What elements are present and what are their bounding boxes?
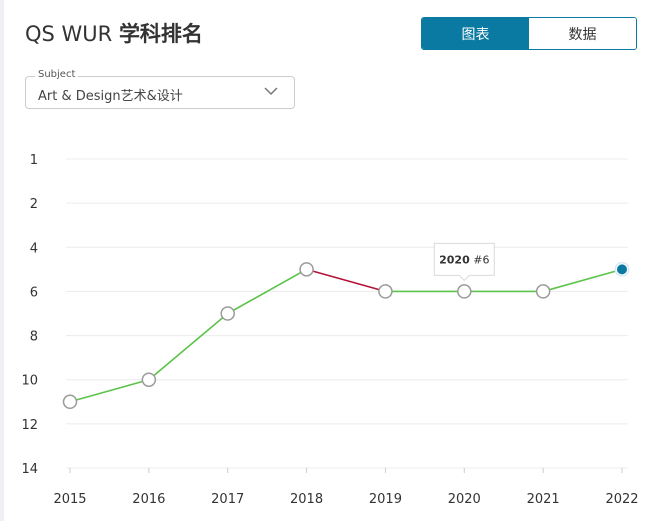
- data-point: [535, 284, 551, 299]
- y-tick-label: 10: [21, 374, 38, 389]
- x-tick-label: 2015: [53, 492, 86, 507]
- series-segment: [227, 268, 307, 315]
- series-segment: [306, 268, 386, 293]
- data-point: [378, 284, 393, 299]
- tooltip-rank: #6: [470, 253, 490, 266]
- y-tick-label: 14: [21, 462, 38, 477]
- page-left-rule: [0, 0, 4, 521]
- subject-select-legend: Subject: [35, 69, 79, 80]
- x-tick-label: 2016: [132, 492, 165, 507]
- y-tick-label: 2: [30, 197, 38, 212]
- title-prefix: QS WUR: [25, 22, 119, 46]
- x-tick-label: 2021: [527, 492, 560, 507]
- data-tooltip: 2020 #6: [433, 242, 495, 282]
- subject-select[interactable]: Subject Art & Design艺术&设计: [25, 69, 295, 109]
- page-title: QS WUR 学科排名: [25, 18, 203, 48]
- x-tick-label: 2022: [605, 492, 638, 507]
- data-point: [616, 263, 628, 276]
- x-tick-label: 2018: [290, 492, 323, 507]
- chevron-down-icon: [264, 87, 278, 96]
- data-point: [141, 372, 157, 387]
- data-point: [457, 284, 472, 299]
- x-tick-label: 2020: [448, 492, 481, 507]
- series-segment: [542, 268, 623, 293]
- tooltip-year: 2020: [439, 253, 470, 266]
- y-tick-label: 6: [30, 285, 38, 300]
- y-tick-label: 1: [30, 153, 38, 168]
- data-point: [62, 394, 78, 410]
- x-tick-label: 2017: [211, 492, 244, 507]
- tooltip-box: [433, 242, 495, 282]
- view-toggle: 图表 数据: [421, 17, 637, 50]
- series-segment: [69, 378, 150, 403]
- y-tick-label: 8: [30, 330, 38, 345]
- series-segment: [148, 312, 229, 381]
- chart-view-button[interactable]: 图表: [422, 18, 529, 49]
- data-point: [299, 262, 314, 277]
- tooltip-text: 2020 #6: [439, 253, 489, 266]
- x-tick-label: 2019: [369, 492, 402, 507]
- data-view-button[interactable]: 数据: [529, 18, 636, 49]
- subject-select-value: Art & Design艺术&设计: [38, 89, 183, 104]
- y-tick-label: 12: [21, 418, 38, 433]
- data-point: [220, 306, 235, 321]
- title-bold: 学科排名: [118, 22, 203, 46]
- y-tick-label: 4: [30, 241, 38, 256]
